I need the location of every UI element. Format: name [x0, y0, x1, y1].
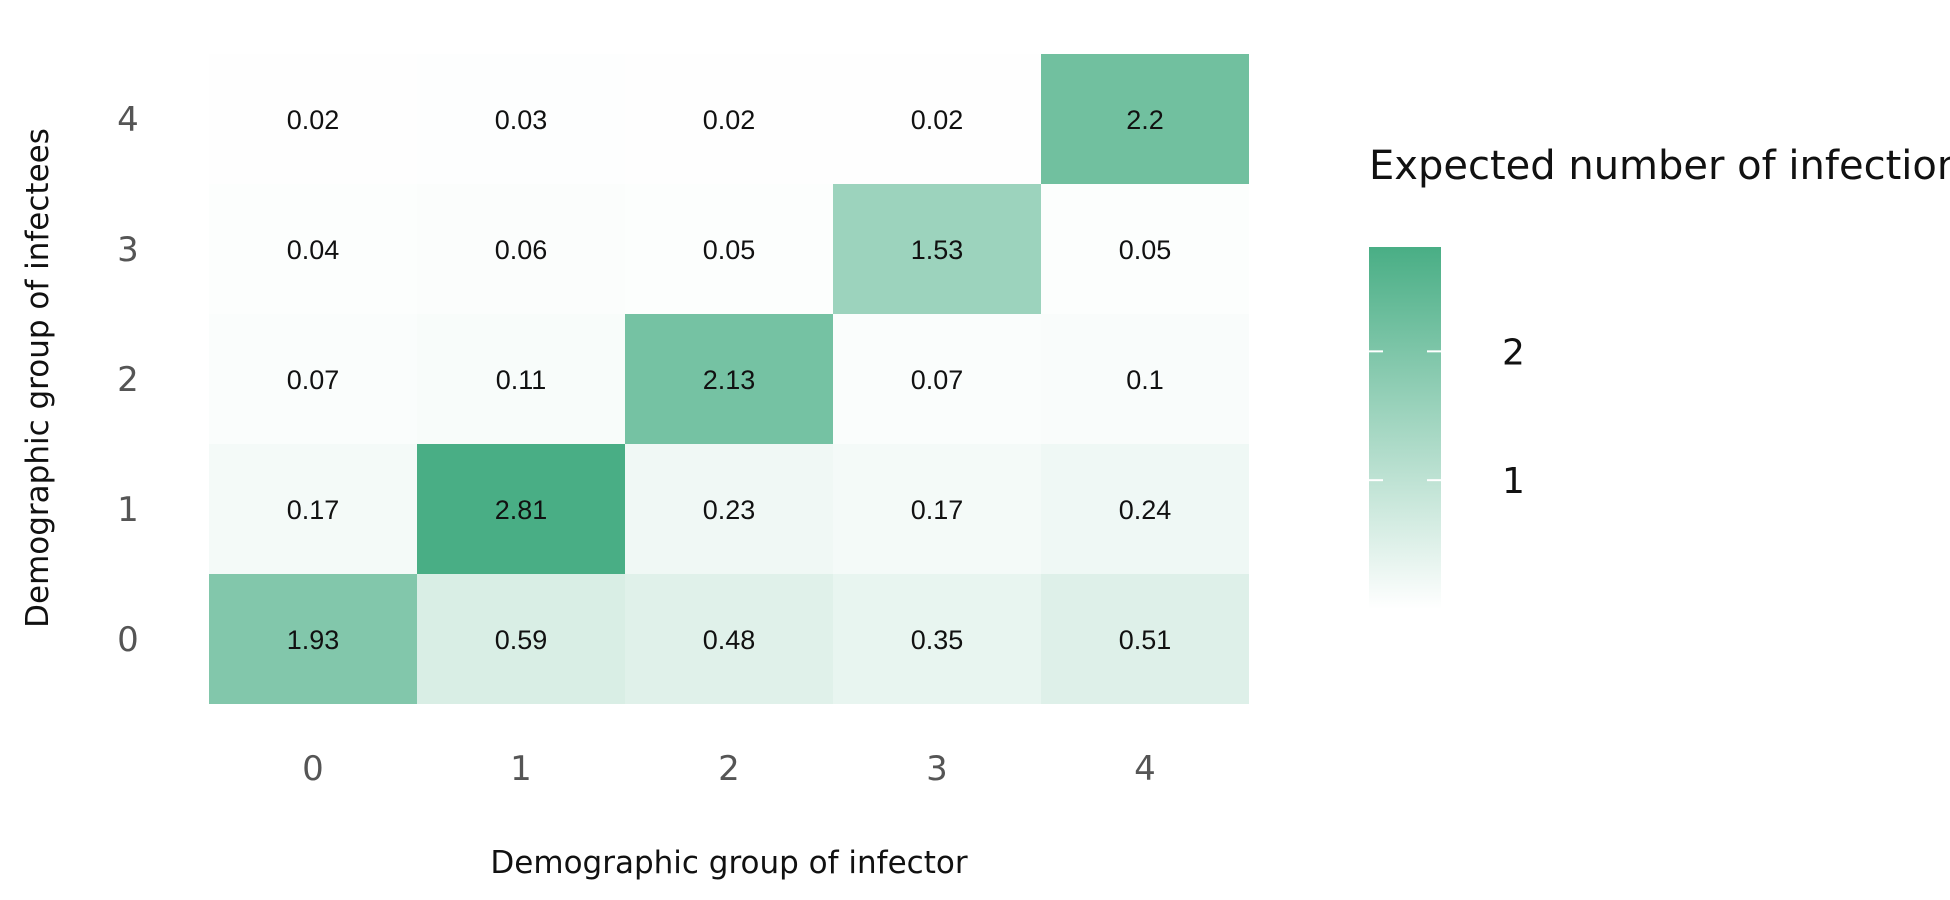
cell-value-label: 0.03 — [495, 105, 548, 135]
x-tick-label: 4 — [1134, 749, 1156, 789]
heatmap-cell — [833, 444, 1041, 574]
cell-value-label: 0.17 — [287, 495, 340, 525]
cell-value-label: 0.02 — [703, 105, 756, 135]
heatmap-cell — [1041, 444, 1249, 574]
heatmap-cells — [209, 54, 1249, 704]
cell-value-label: 0.48 — [703, 625, 756, 655]
heatmap-cell — [209, 184, 417, 314]
color-legend: Expected number of infections 12 — [1369, 143, 1950, 609]
heatmap-cell — [625, 444, 833, 574]
heatmap-cell — [833, 54, 1041, 184]
heatmap-cell — [1041, 574, 1249, 704]
heatmap-cell — [209, 314, 417, 444]
heatmap-cell — [417, 184, 625, 314]
cell-value-label: 0.06 — [495, 235, 548, 265]
heatmap-cell — [625, 314, 833, 444]
heatmap-cell — [209, 444, 417, 574]
legend-title: Expected number of infections — [1369, 143, 1950, 189]
cell-value-label: 2.2 — [1126, 105, 1164, 135]
heatmap-cell — [833, 184, 1041, 314]
cell-value-label: 0.05 — [703, 235, 756, 265]
cell-value-label: 0.02 — [911, 105, 964, 135]
cell-value-label: 0.02 — [287, 105, 340, 135]
x-tick-label: 3 — [926, 749, 948, 789]
heatmap-cell — [417, 444, 625, 574]
x-tick-label: 1 — [510, 749, 532, 789]
cell-value-label: 0.07 — [911, 365, 964, 395]
cell-value-label: 0.35 — [911, 625, 964, 655]
cell-value-label: 0.05 — [1119, 235, 1172, 265]
x-tick-label: 0 — [302, 749, 324, 789]
cell-value-label: 0.51 — [1119, 625, 1172, 655]
heatmap-cell — [833, 314, 1041, 444]
cell-value-label: 0.07 — [287, 365, 340, 395]
heatmap-cell-labels: 1.93 0.59 0.48 0.35 0.51 0.17 2.81 0.23 0.17 0.24… — [287, 105, 1172, 655]
cell-value-label: 0.04 — [287, 235, 340, 265]
heatmap-cell — [1041, 184, 1249, 314]
legend-tick-label: 1 — [1502, 461, 1525, 502]
cell-value-label: 0.59 — [495, 625, 548, 655]
y-tick-label: 4 — [117, 100, 139, 140]
x-tick-label: 2 — [718, 749, 740, 789]
heatmap-cell — [833, 574, 1041, 704]
heatmap-cell — [417, 574, 625, 704]
heatmap-cell — [625, 54, 833, 184]
heatmap-cell — [209, 574, 417, 704]
heatmap-cell — [1041, 314, 1249, 444]
cell-value-label: 0.24 — [1119, 495, 1172, 525]
heatmap-cell — [417, 54, 625, 184]
heatmap-cell — [1041, 54, 1249, 184]
cell-value-label: 1.93 — [287, 625, 340, 655]
legend-tick-label: 2 — [1502, 332, 1525, 373]
x-axis-label: Demographic group of infector — [490, 845, 967, 881]
y-axis-ticks: 0 1 2 3 4 — [117, 100, 139, 660]
y-tick-label: 3 — [117, 230, 139, 270]
cell-value-label: 2.81 — [495, 495, 548, 525]
x-axis-ticks: 0 1 2 3 4 — [302, 749, 1156, 789]
cell-value-label: 0.23 — [703, 495, 756, 525]
y-axis-label: Demographic group of infectees — [20, 128, 56, 628]
legend-colorbar — [1369, 247, 1441, 609]
y-tick-label: 1 — [117, 490, 139, 530]
heatmap-cell — [417, 314, 625, 444]
cell-value-label: 2.13 — [703, 365, 756, 395]
cell-value-label: 1.53 — [911, 235, 964, 265]
cell-value-label: 0.17 — [911, 495, 964, 525]
heatmap-cell — [625, 574, 833, 704]
heatmap-cell — [209, 54, 417, 184]
legend-ticks: 12 — [1369, 332, 1525, 502]
cell-value-label: 0.1 — [1126, 365, 1164, 395]
y-tick-label: 2 — [117, 360, 139, 400]
y-tick-label: 0 — [117, 620, 139, 660]
heatmap-cell — [625, 184, 833, 314]
cell-value-label: 0.11 — [496, 365, 547, 395]
